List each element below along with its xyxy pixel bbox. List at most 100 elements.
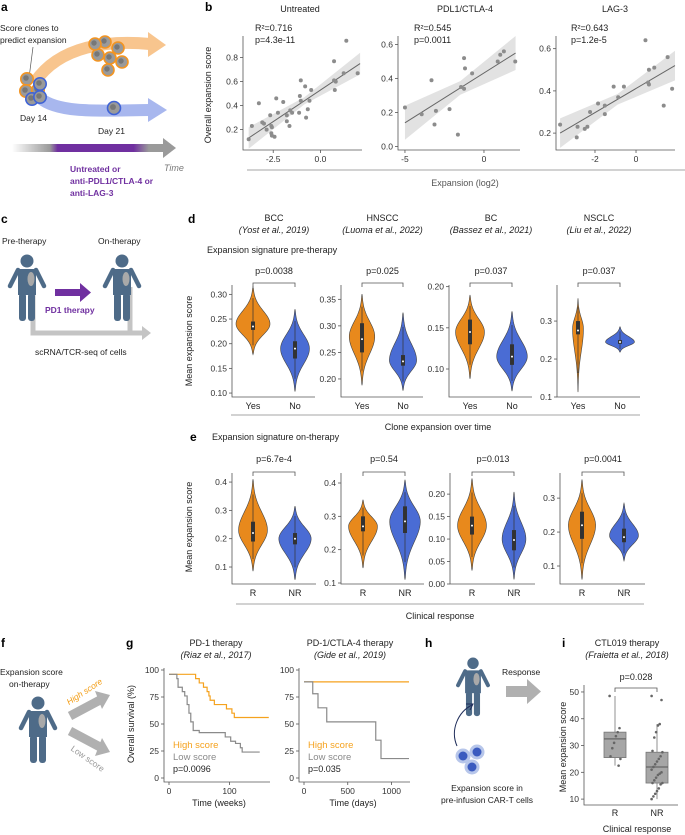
violin-ytick-label: 0.20 <box>428 489 445 499</box>
person-icon-pre <box>7 254 47 321</box>
panel-label-b: b <box>205 0 212 14</box>
scatter-point <box>284 113 289 118</box>
scatter-point <box>670 86 675 91</box>
d-section-title: Expansion signature pre-therapy <box>207 245 338 255</box>
box-point <box>653 736 656 739</box>
box-point <box>661 750 664 754</box>
scatter-point <box>596 101 601 106</box>
scatter-point <box>602 103 607 108</box>
violin-ytick-label: 0.30 <box>210 289 227 299</box>
km-axes <box>163 668 270 783</box>
group-label: Yes <box>246 401 261 411</box>
violin-ytick-label: 0.30 <box>319 321 336 331</box>
significance-bracket <box>471 471 515 476</box>
box-point <box>650 768 653 771</box>
r-squared-label: R²=0.643 <box>571 23 608 33</box>
scatter-point <box>498 52 503 57</box>
box-point <box>617 764 620 767</box>
km-xtick-label: 0 <box>167 786 172 796</box>
time-label: Time <box>164 163 184 173</box>
violin-ytick-label: 0.20 <box>427 282 444 292</box>
scatter-point <box>297 94 302 98</box>
violin-axes <box>340 285 423 398</box>
scatter-point <box>246 137 251 142</box>
cell-nucleus <box>22 87 28 93</box>
km-curve-low-score <box>304 681 409 760</box>
e-xlabel: Clinical response <box>406 611 475 621</box>
violin-ytick-label: 0.3 <box>215 505 227 515</box>
violin-ytick-label: 0.4 <box>324 478 336 488</box>
box-point <box>650 797 653 801</box>
panel-h-schematic: Response Expansion score in pre-infusion… <box>441 657 541 805</box>
scatter-point <box>495 59 500 64</box>
km-ytick-label: 100 <box>280 665 294 675</box>
box-point <box>608 694 611 698</box>
scatter-point <box>652 65 657 70</box>
dataset-citation: (Bassez et al., 2021) <box>450 225 533 235</box>
group-label: R <box>360 588 367 598</box>
scatter-point <box>429 78 434 83</box>
box-point <box>658 772 661 775</box>
scatter-ytick-label: 0.0 <box>381 142 393 152</box>
p-value-label: p=6.7e-4 <box>256 454 292 464</box>
legend-high-score: High score <box>308 740 353 751</box>
panel-c-schematic: Pre-therapy On-therapy PD1 therapy scRNA… <box>2 236 151 357</box>
i-citation: (Fraietta et al., 2018) <box>585 650 669 660</box>
km-citation: (Riaz et al., 2017) <box>180 650 251 660</box>
person-arms <box>7 267 47 289</box>
person-icon-on <box>102 254 142 321</box>
scatter-point <box>355 71 360 76</box>
scatter-point <box>588 110 593 114</box>
box-point <box>653 762 657 766</box>
g-ylabel: Overall survival (%) <box>126 685 136 763</box>
violin-ytick-label: 0.00 <box>428 579 445 589</box>
violin-median <box>252 532 254 535</box>
box-point <box>651 781 654 785</box>
scatter-point <box>275 110 280 115</box>
b-xlabel: Expansion (log2) <box>431 178 499 188</box>
significance-bracket <box>614 687 658 692</box>
significance-bracket <box>469 282 513 287</box>
group-label: Yes <box>355 401 370 411</box>
scatter-point <box>298 78 303 83</box>
scatter-point <box>513 59 518 64</box>
condition-line-3: anti-LAG-3 <box>70 188 114 198</box>
arrow-head-blue <box>148 98 167 122</box>
dataset-citation: (Yost et al., 2019) <box>239 225 310 235</box>
scatter-point <box>249 124 254 128</box>
car-t-cell <box>458 751 468 761</box>
h-line-1: Expansion score in <box>451 783 523 793</box>
person-head <box>20 254 34 268</box>
b-ylabel: Overall expansion score <box>203 47 213 144</box>
violin-ytick-label: 0.2 <box>540 354 552 364</box>
h-line-2: pre-infusion CAR-T cells <box>441 795 533 805</box>
scatter-point <box>333 79 338 84</box>
box-point <box>651 749 654 753</box>
box-point <box>616 730 619 734</box>
panel-label-h: h <box>425 636 432 650</box>
scatter-point <box>432 122 437 127</box>
panel-label-g: g <box>126 636 133 650</box>
regression-line <box>559 65 676 134</box>
r-squared-label: R²=0.716 <box>255 23 292 33</box>
infusion-arrow <box>453 704 473 747</box>
violin-ytick-label: 0.20 <box>319 374 336 384</box>
car-t-cell <box>467 762 477 772</box>
panel-label-f: f <box>1 636 6 650</box>
response-arrow-shaft <box>506 686 528 697</box>
dataset-citation: (Liu et al., 2022) <box>566 225 631 235</box>
scatter-point <box>582 126 587 131</box>
violin-median <box>619 340 621 343</box>
box-ytick-label: 20 <box>570 767 580 777</box>
scatter-point <box>621 84 626 89</box>
i-ylabel: Mean expansion score <box>558 702 568 793</box>
dataset-citation: (Luoma et al., 2022) <box>342 225 423 235</box>
on-therapy-label: On-therapy <box>98 236 141 246</box>
box-ytick-label: 10 <box>570 794 580 804</box>
violin-axes <box>340 473 424 585</box>
box-point <box>652 765 655 769</box>
violin-ytick-label: 0.20 <box>210 339 227 349</box>
box-point <box>653 792 657 796</box>
scatter-point <box>303 84 308 89</box>
scatter-axes <box>397 36 520 151</box>
